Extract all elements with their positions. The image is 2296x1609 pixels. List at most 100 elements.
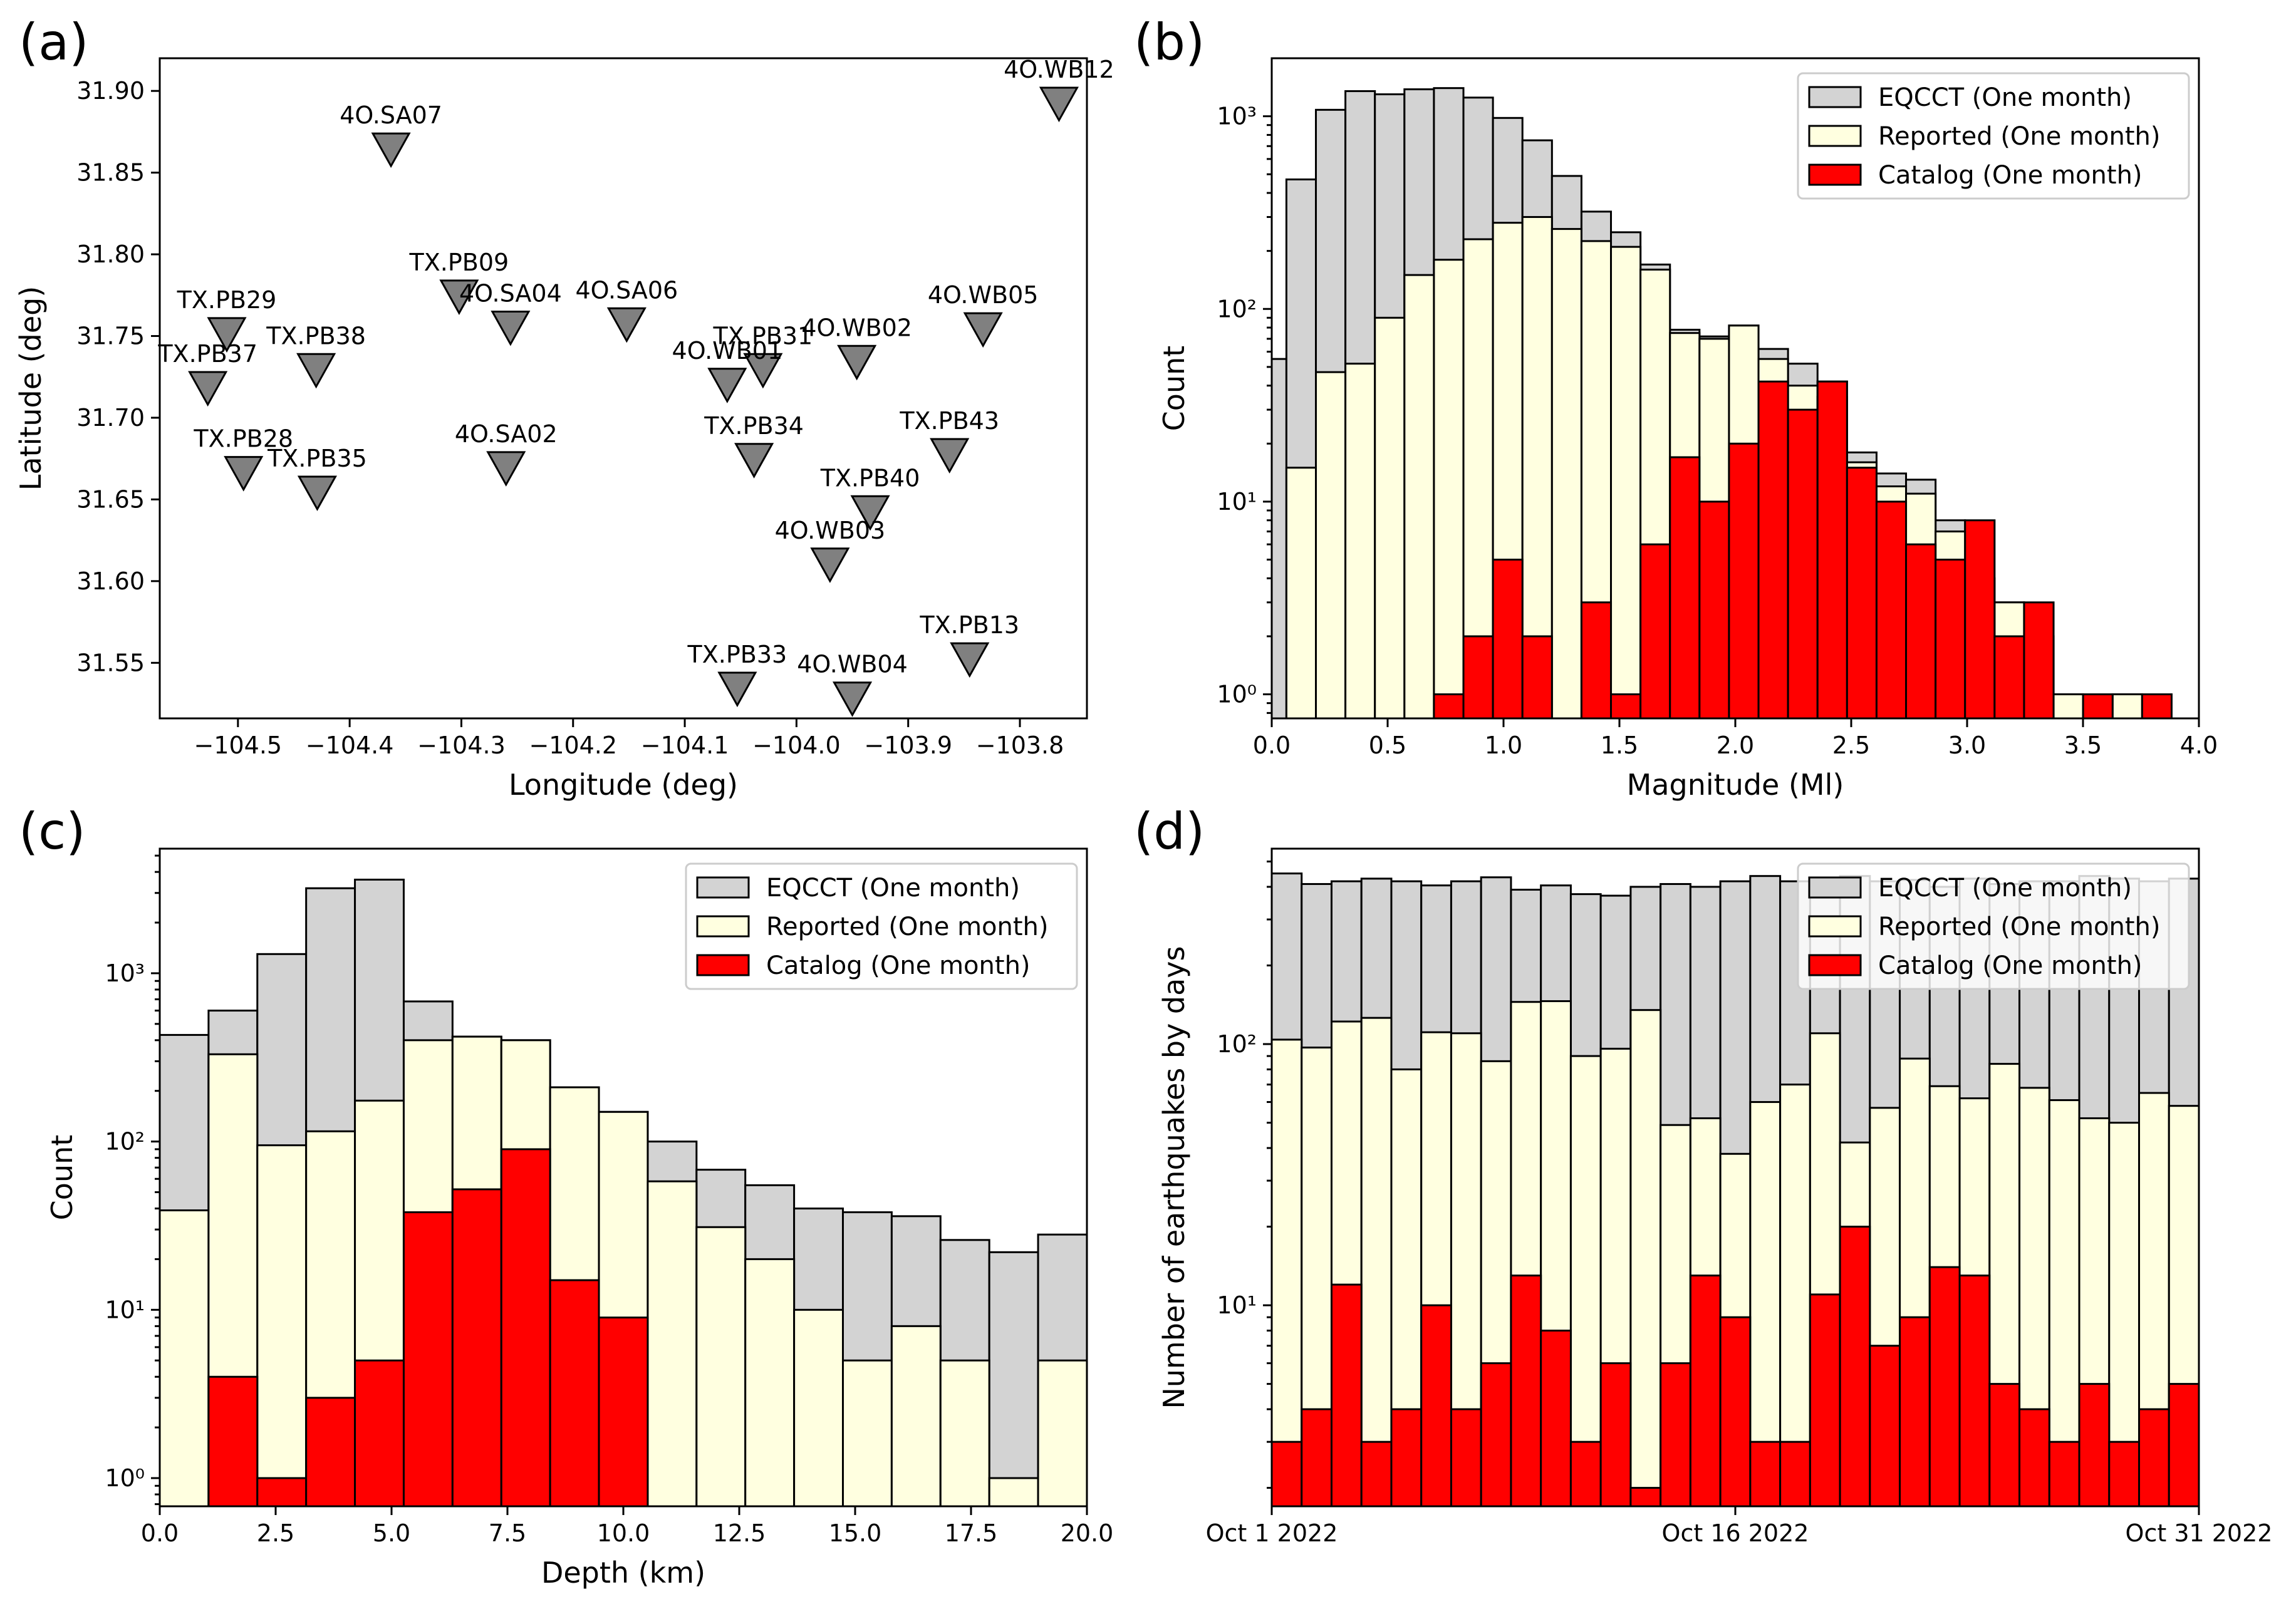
catalog-bar xyxy=(1689,1275,1722,1506)
panel-c-depth-histogram: (c) 10⁰ 10¹ 10² 10³ EQCCT (One month) Reported… xyxy=(19,802,1113,1590)
catalog-bar xyxy=(1301,1408,1332,1506)
legend-swatch xyxy=(1808,954,1862,976)
y-tick-label: 31.60 xyxy=(76,567,145,595)
catalog-bar xyxy=(451,1188,502,1506)
catalog-bar xyxy=(1599,1362,1632,1506)
x-tick-label: 2.5 xyxy=(1832,732,1870,759)
catalog-bar xyxy=(1510,1275,1542,1506)
catalog-bar xyxy=(2078,1383,2111,1506)
x-tick-label: 4.0 xyxy=(2180,732,2218,759)
legend-swatch xyxy=(1808,125,1862,147)
catalog-bar xyxy=(1869,1345,1901,1506)
panel-letter: (b) xyxy=(1134,13,1205,71)
station-label: 4O.SA02 xyxy=(455,420,558,448)
legend-swatch xyxy=(1808,86,1862,108)
catalog-bar xyxy=(1757,380,1789,718)
catalog-bar xyxy=(354,1359,405,1506)
station-marker xyxy=(963,312,1003,348)
catalog-bar xyxy=(1928,1266,1961,1506)
station-label: TX.PB28 xyxy=(193,425,293,453)
station-label: TX.PB40 xyxy=(820,464,920,492)
legend-label: EQCCT (One month) xyxy=(1878,874,2132,903)
catalog-bar xyxy=(1540,1329,1572,1506)
catalog-bar xyxy=(598,1317,649,1506)
station-marker xyxy=(930,438,970,474)
panel-letter: (d) xyxy=(1134,802,1205,861)
station-marker xyxy=(371,132,411,168)
catalog-bar xyxy=(1993,635,2025,718)
x-tick-label: 0.0 xyxy=(1253,732,1291,759)
catalog-bar xyxy=(1480,1362,1512,1506)
catalog-bar xyxy=(1580,601,1613,718)
catalog-bar xyxy=(1839,1226,1871,1506)
x-tick-label: 0.5 xyxy=(1369,732,1406,759)
catalog-bar xyxy=(256,1477,308,1506)
catalog-bar xyxy=(2082,693,2114,718)
station-marker xyxy=(188,371,228,407)
catalog-bar xyxy=(1816,380,1848,718)
reported-bar xyxy=(2048,1099,2080,1506)
station-marker xyxy=(1039,86,1079,123)
catalog-bar xyxy=(1462,635,1494,718)
legend-label: Reported (One month) xyxy=(1878,122,2161,151)
station-label: 4O.WB12 xyxy=(1004,56,1114,83)
catalog-bar xyxy=(1809,1293,1841,1506)
x-tick-label: −103.8 xyxy=(976,732,1064,759)
y-tick-label: 10³ xyxy=(1217,103,1257,130)
station-label: TX.PB29 xyxy=(177,286,277,314)
reported-bar xyxy=(744,1258,796,1506)
reported-bar xyxy=(793,1308,844,1506)
reported-bar xyxy=(160,1209,210,1506)
reported-bar xyxy=(1569,1055,1602,1506)
legend-label: Catalog (One month) xyxy=(1878,951,2143,980)
reported-bar xyxy=(939,1359,990,1506)
station-marker xyxy=(832,681,873,717)
x-tick-label: 10.0 xyxy=(597,1519,650,1547)
legend-swatch xyxy=(696,954,750,976)
station-label: TX.PB13 xyxy=(919,611,1019,639)
x-axis-label: Depth (km) xyxy=(541,1556,705,1590)
station-marker xyxy=(606,307,647,343)
catalog-bar xyxy=(1988,1383,2021,1506)
x-tick-label: −104.4 xyxy=(306,732,394,759)
catalog-bar xyxy=(2108,1441,2141,1506)
reported-bar xyxy=(1610,246,1642,718)
legend-box xyxy=(1797,72,2190,200)
catalog-bar xyxy=(1610,693,1642,718)
catalog-bar xyxy=(2018,1408,2050,1506)
catalog-bar xyxy=(1958,1275,1991,1506)
catalog-bar xyxy=(305,1397,356,1506)
station-marker xyxy=(810,547,850,583)
station-marker xyxy=(296,353,336,389)
reported-bar xyxy=(988,1477,1039,1506)
x-tick-label: 2.5 xyxy=(257,1519,294,1547)
y-tick-label: 10² xyxy=(105,1128,145,1156)
reported-bar xyxy=(256,1144,308,1506)
bars-group xyxy=(1272,87,2173,718)
catalog-bar xyxy=(1964,519,1996,718)
catalog-bar xyxy=(1935,559,1966,718)
station-marker xyxy=(491,310,531,346)
station-marker xyxy=(850,495,890,531)
x-tick-label: −104.1 xyxy=(641,732,729,759)
legend-swatch xyxy=(1808,163,1862,186)
legend-swatch xyxy=(1808,915,1862,938)
catalog-bar xyxy=(1569,1441,1602,1506)
reported-bar xyxy=(1285,467,1317,718)
catalog-bar xyxy=(1521,635,1553,718)
reported-bar xyxy=(841,1359,893,1506)
station-label: TX.PB43 xyxy=(899,407,999,435)
y-tick-label: 10⁰ xyxy=(105,1464,145,1492)
catalog-bar xyxy=(1433,693,1465,718)
x-tick-label: 1.0 xyxy=(1485,732,1522,759)
catalog-bar xyxy=(500,1148,551,1506)
x-tick-label: Oct 16 2022 xyxy=(1662,1519,1809,1547)
catalog-bar xyxy=(1787,408,1819,718)
panel-d-daily-histogram: (d) 10¹ 10² EQCCT (One month) Reported (One … xyxy=(1134,802,2272,1547)
x-tick-label: 15.0 xyxy=(829,1519,882,1547)
y-tick-label: 10¹ xyxy=(1217,1291,1257,1319)
reported-bar xyxy=(1037,1359,1087,1506)
catalog-bar xyxy=(549,1279,600,1506)
x-axis-label: Magnitude (Ml) xyxy=(1627,768,1844,802)
reported-bar xyxy=(1315,371,1347,718)
